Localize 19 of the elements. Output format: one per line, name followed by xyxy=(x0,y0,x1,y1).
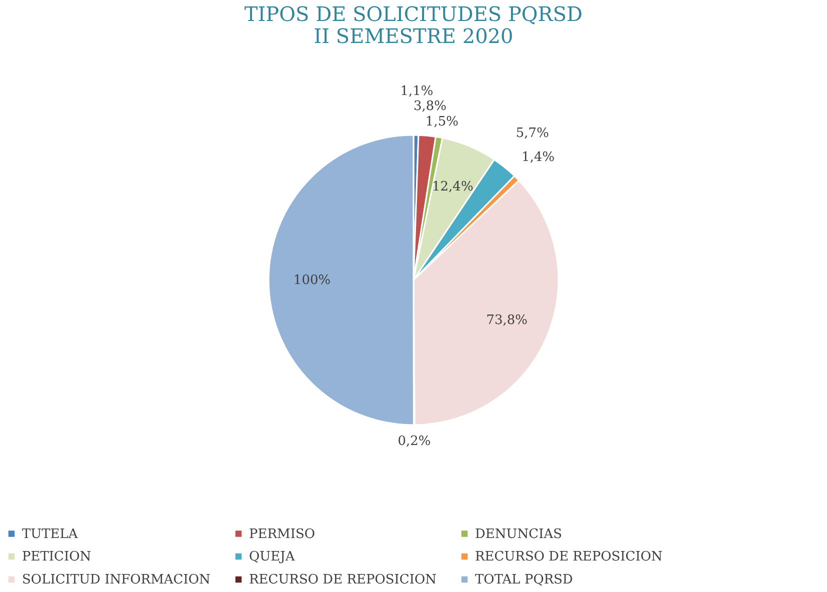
legend-label: SOLICITUD INFORMACION xyxy=(22,572,210,588)
chart-title: TIPOS DE SOLICITUDES PQRSD II SEMESTRE 2020 xyxy=(244,2,583,48)
data-label: 1,1% xyxy=(400,84,434,100)
data-label: 100% xyxy=(293,273,331,288)
data-label: 73,8% xyxy=(486,312,528,328)
legend-label: RECURSO DE REPOSICION xyxy=(249,572,437,588)
data-label: 3,8% xyxy=(413,98,446,114)
data-label: 12,4% xyxy=(432,179,474,194)
legend-label: DENUNCIAS xyxy=(475,526,562,542)
data-label: 5,7% xyxy=(516,126,549,142)
legend-label: RECURSO DE REPOSICION xyxy=(475,550,663,564)
legend-label: QUEJA xyxy=(249,550,296,564)
legend-label: PERMISO xyxy=(249,526,316,542)
legend-label: TUTELA xyxy=(22,526,78,542)
legend-label: TOTAL PQRSD xyxy=(475,572,573,588)
data-label: 0,2% xyxy=(398,434,431,449)
data-label: 1,5% xyxy=(425,114,458,130)
legend-label: PETICION xyxy=(22,550,92,564)
data-label: 1,4% xyxy=(522,150,555,166)
